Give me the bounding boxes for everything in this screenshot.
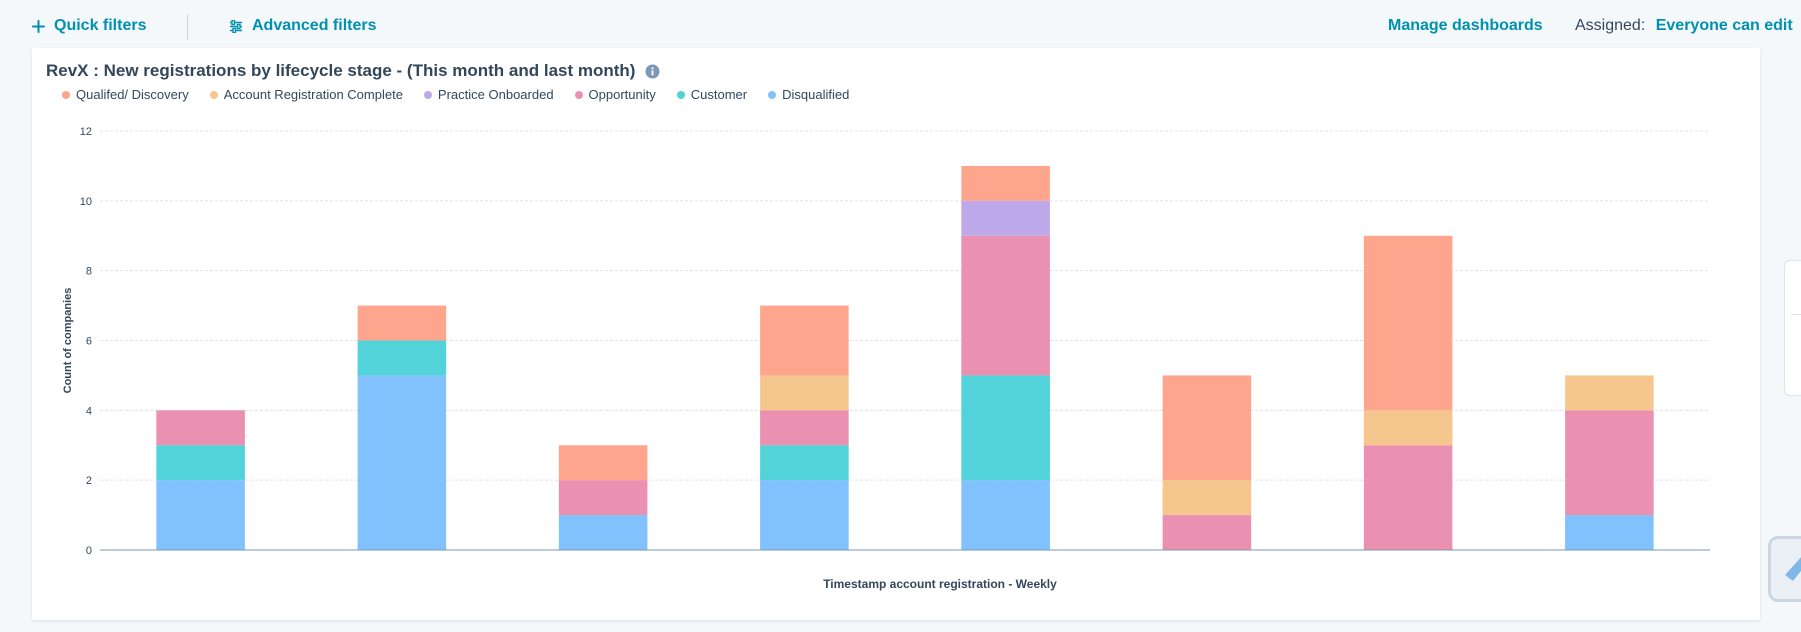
info-icon[interactable] [645, 64, 660, 79]
y-tick-label: 6 [86, 336, 92, 348]
bar-segment-disqualified[interactable] [558, 515, 648, 550]
bar-segment-qualifed-discovery[interactable] [961, 165, 1050, 201]
side-panel-tab[interactable] [1784, 260, 1801, 396]
bar-segment-disqualified[interactable] [156, 480, 245, 550]
y-tick-label: 2 [86, 475, 92, 487]
bar-segment-disqualified[interactable] [961, 480, 1050, 550]
bar-segment-disqualified[interactable] [760, 480, 849, 550]
legend-label: Practice Onboarded [437, 87, 554, 102]
legend-label: Opportunity [588, 87, 656, 102]
advanced-filters-button[interactable]: Advanced filters [229, 17, 376, 35]
bar-segment-customer[interactable] [961, 375, 1050, 481]
launcher-icon [1785, 557, 1801, 581]
bar-segment-qualifed-discovery[interactable] [357, 305, 447, 341]
legend-swatch [209, 90, 218, 99]
chart-legend: Qualifed/ Discovery Account Registration … [62, 87, 849, 102]
assigned-indicator: Assigned: Everyone can edit [1575, 17, 1793, 35]
bar-segment-account-registration-complete[interactable] [1565, 375, 1654, 411]
plus-icon [32, 19, 45, 33]
legend-label: Customer [690, 87, 748, 102]
bar-segment-account-registration-complete[interactable] [1363, 410, 1453, 446]
bar-segment-opportunity[interactable] [558, 480, 648, 516]
legend-item-disqualified[interactable]: Disqualified [768, 87, 849, 102]
manage-dashboards-link[interactable]: Manage dashboards [1388, 17, 1543, 35]
bar-segment-customer[interactable] [156, 445, 245, 481]
bar-segment-qualifed-discovery[interactable] [1162, 375, 1252, 481]
report-card: 0 2 4 6 8 10 12 Timestamp account registration … [32, 48, 1760, 620]
report-title: RevX : New registrations by lifecycle st… [46, 61, 636, 80]
legend-label: Qualifed/ Discovery [76, 87, 189, 102]
bar-segment-opportunity[interactable] [1565, 410, 1654, 516]
y-tick-label: 4 [86, 405, 92, 417]
bar-segment-opportunity[interactable] [1363, 445, 1453, 550]
bar-segment-qualifed-discovery[interactable] [760, 305, 849, 376]
bar-segment-opportunity[interactable] [1162, 515, 1252, 550]
sliders-icon [229, 19, 243, 33]
legend-label: Account Registration Complete [223, 87, 403, 102]
manage-dashboards-label: Manage dashboards [1388, 17, 1543, 34]
floating-action-button[interactable] [1768, 536, 1801, 602]
legend-swatch [768, 90, 777, 99]
bar-segment-customer[interactable] [760, 445, 849, 481]
bar-segment-account-registration-complete[interactable] [1162, 480, 1252, 516]
bar-segment-qualifed-discovery[interactable] [1363, 235, 1453, 411]
y-tick-label: 12 [80, 126, 92, 138]
quick-filters-label: Quick filters [54, 17, 147, 34]
bar-segment-qualifed-discovery[interactable] [558, 445, 648, 481]
legend-item-opportunity[interactable]: Opportunity [574, 87, 656, 102]
bar-segment-customer[interactable] [357, 340, 447, 376]
bar-segment-account-registration-complete[interactable] [760, 375, 849, 411]
bar-segment-opportunity[interactable] [760, 410, 849, 446]
chart-canvas: 0 2 4 6 8 10 12 Timestamp account registration … [62, 126, 1710, 591]
side-panel-divider [1791, 314, 1801, 315]
legend-item-practice-onboarded[interactable]: Practice Onboarded [423, 87, 554, 102]
bar-segment-opportunity[interactable] [156, 410, 245, 446]
legend-swatch [574, 90, 583, 99]
dashboard-toolbar: Quick filters Advanced filters Manage da… [0, 0, 1801, 52]
legend-item-customer[interactable]: Customer [676, 87, 748, 102]
assigned-label: Assigned: [1575, 17, 1646, 34]
y-tick-label: 0 [86, 545, 92, 557]
legend-item-qualifed-discovery[interactable]: Qualifed/ Discovery [62, 87, 189, 102]
y-tick-label: 10 [80, 196, 92, 208]
legend-swatch [676, 90, 685, 99]
legend-swatch [62, 90, 70, 99]
legend-swatch [423, 90, 432, 99]
bar-segment-opportunity[interactable] [961, 235, 1050, 376]
y-tick-label: 8 [86, 266, 92, 278]
legend-item-account-registration-complete[interactable]: Account Registration Complete [209, 87, 403, 102]
legend-label: Disqualified [782, 87, 850, 102]
quick-filters-button[interactable]: Quick filters [32, 17, 146, 35]
advanced-filters-label: Advanced filters [252, 17, 377, 34]
toolbar-divider [187, 14, 188, 40]
report-title-row: RevX : New registrations by lifecycle st… [46, 61, 660, 81]
y-axis-title: Count of companies [62, 288, 74, 394]
bar-segment-disqualified[interactable] [1565, 515, 1654, 550]
bar-segment-practice-onboarded[interactable] [961, 200, 1050, 236]
x-axis-title: Timestamp account registration - Weekly [823, 577, 1057, 591]
assigned-value-link[interactable]: Everyone can edit [1655, 17, 1793, 34]
bar-segment-disqualified[interactable] [357, 375, 447, 550]
